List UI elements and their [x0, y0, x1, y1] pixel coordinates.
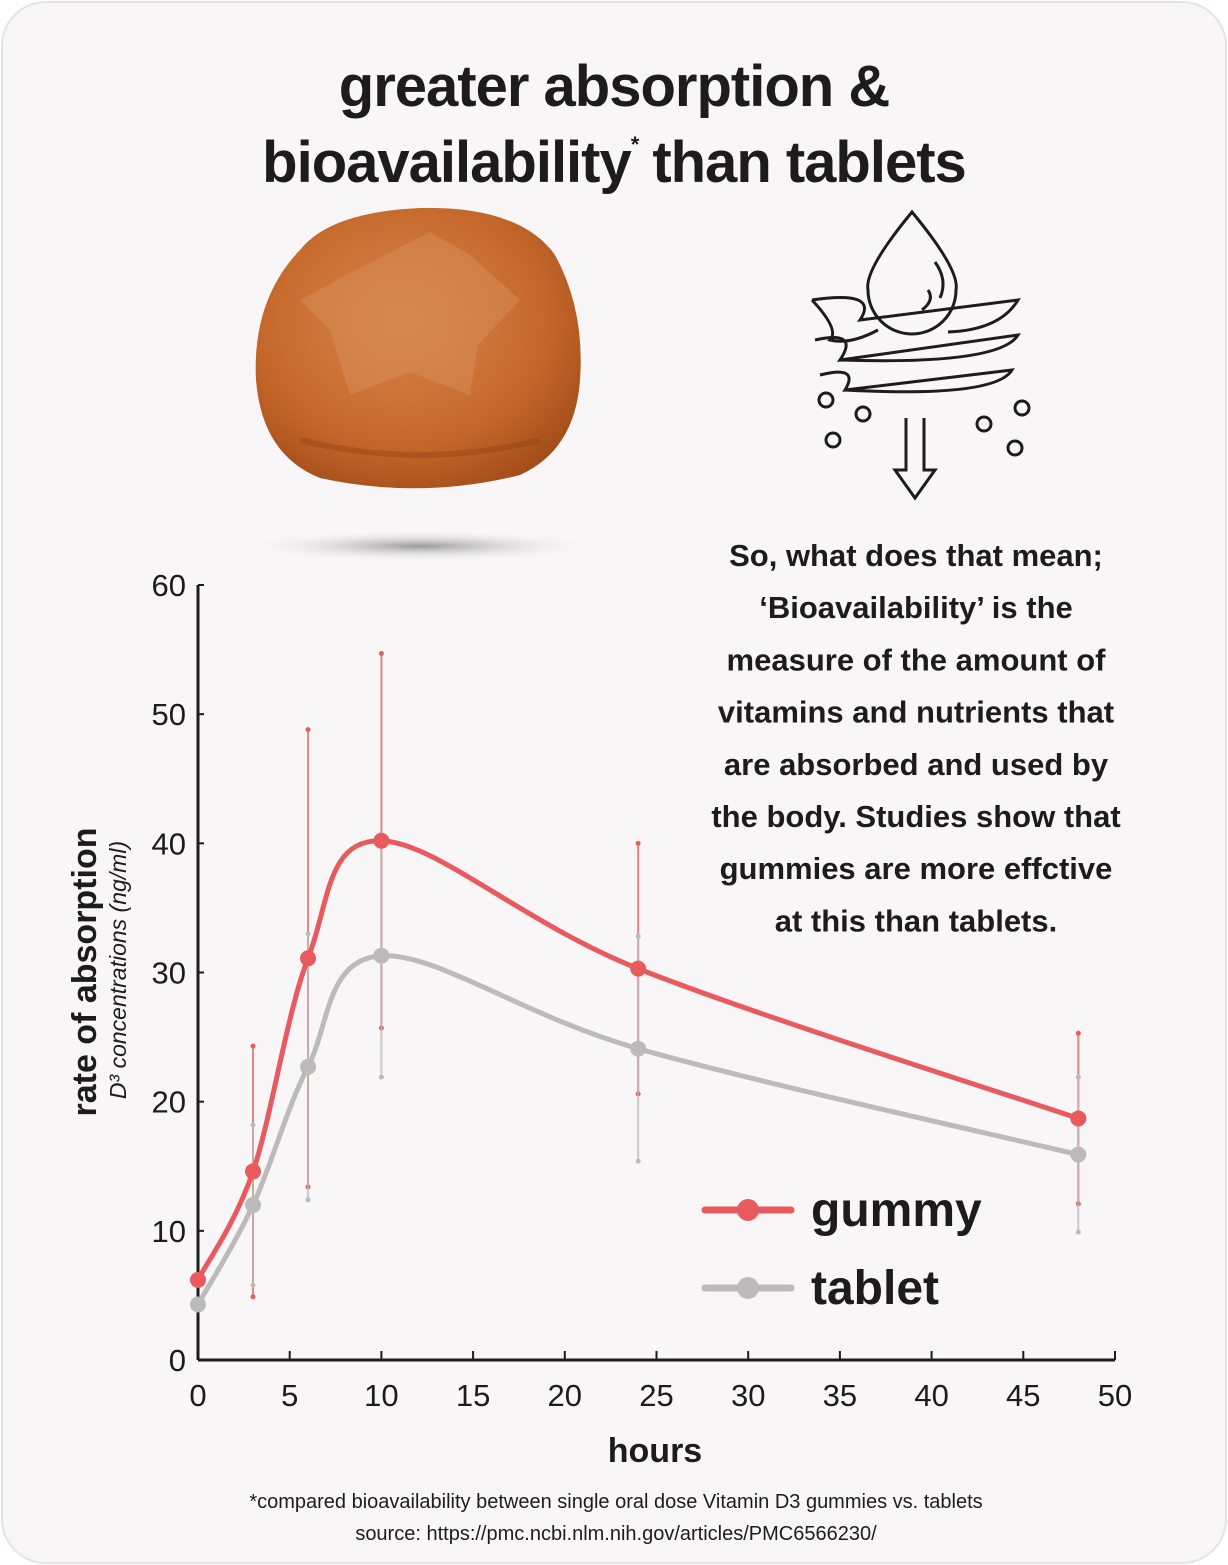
x-tick-label: 50 — [1098, 1378, 1132, 1413]
y-axis-title: rate of absorption — [66, 827, 104, 1116]
y-tick-label: 40 — [152, 826, 186, 861]
error-bar-cap — [635, 1158, 641, 1164]
annotation-line: vitamins and nutrients that — [718, 695, 1114, 730]
x-tick-label: 10 — [364, 1378, 398, 1413]
legend-label: gummy — [811, 1184, 982, 1237]
annotation-line: the body. Studies show that — [711, 799, 1120, 834]
footnote: *compared bioavailability between single… — [249, 1491, 982, 1513]
data-point — [1070, 1146, 1087, 1163]
error-bar-cap — [1075, 1074, 1081, 1080]
error-bar-cap — [250, 1282, 256, 1288]
y-tick-label: 60 — [152, 568, 186, 603]
error-bar-cap — [305, 727, 311, 733]
x-tick-label: 0 — [189, 1378, 206, 1413]
data-point — [630, 960, 647, 977]
annotation: So, what does that mean; ‘Bioavailability… — [711, 538, 1120, 938]
data-point — [245, 1163, 262, 1180]
x-tick-label: 30 — [731, 1378, 765, 1413]
legend-label: tablet — [811, 1262, 939, 1315]
data-point — [245, 1197, 262, 1213]
error-bar-cap — [635, 933, 641, 939]
x-tick-label: 15 — [456, 1378, 490, 1413]
annotation-line: at this than tablets. — [775, 903, 1057, 938]
x-tick-label: 25 — [639, 1378, 673, 1413]
y-tick-label: 0 — [169, 1343, 186, 1378]
annotation-line: are absorbed and used by — [724, 747, 1109, 782]
x-tick-label: 45 — [1006, 1378, 1040, 1413]
error-bar-cap — [1075, 1030, 1081, 1036]
x-axis-title: hours — [608, 1432, 702, 1470]
x-tick-label: 5 — [281, 1378, 298, 1413]
error-bar-cap — [305, 931, 311, 937]
error-bar-cap — [378, 1074, 384, 1080]
absorption-icon — [810, 209, 1031, 501]
annotation-line: measure of the amount of — [727, 642, 1107, 677]
data-point — [190, 1271, 206, 1288]
footnote: source: https://pmc.ncbi.nlm.nih.gov/art… — [355, 1523, 877, 1545]
error-bar-cap — [250, 1122, 256, 1128]
y-tick-label: 50 — [152, 697, 186, 732]
title-part: bioavailability — [262, 130, 631, 195]
x-tick-label: 35 — [823, 1378, 857, 1413]
title-mark: * — [631, 132, 640, 157]
data-point — [630, 1040, 647, 1057]
legend-dot — [737, 1199, 759, 1221]
title-part: than tablets — [652, 130, 966, 195]
data-point — [373, 947, 390, 964]
error-bar-cap — [378, 650, 384, 656]
error-bar-cap — [1075, 1229, 1081, 1235]
data-point — [190, 1296, 206, 1313]
error-bar-cap — [635, 840, 641, 846]
title-line: greater absorption & — [339, 54, 890, 119]
data-point — [1070, 1110, 1087, 1127]
x-tick-label: 20 — [548, 1378, 582, 1413]
y-tick-label: 10 — [152, 1214, 186, 1249]
data-point — [373, 832, 390, 849]
y-axis-subtitle: D³ concentrations (ng/ml) — [105, 841, 131, 1099]
gummy-illustration — [240, 207, 600, 562]
data-point — [300, 950, 317, 967]
data-point — [300, 1058, 317, 1075]
y-tick-label: 30 — [152, 956, 186, 991]
annotation-line: So, what does that mean; — [729, 538, 1103, 573]
annotation-line: gummies are more effctive — [720, 851, 1113, 886]
error-bar-cap — [305, 1197, 311, 1203]
error-bar-cap — [250, 1043, 256, 1049]
title-line: bioavailability* than tablets — [262, 130, 966, 195]
error-bar-cap — [250, 1294, 256, 1300]
annotation-line: ‘Bioavailability’ is the — [759, 590, 1073, 625]
y-tick-label: 20 — [152, 1085, 186, 1120]
x-tick-label: 40 — [914, 1378, 948, 1413]
legend-dot — [737, 1277, 759, 1299]
